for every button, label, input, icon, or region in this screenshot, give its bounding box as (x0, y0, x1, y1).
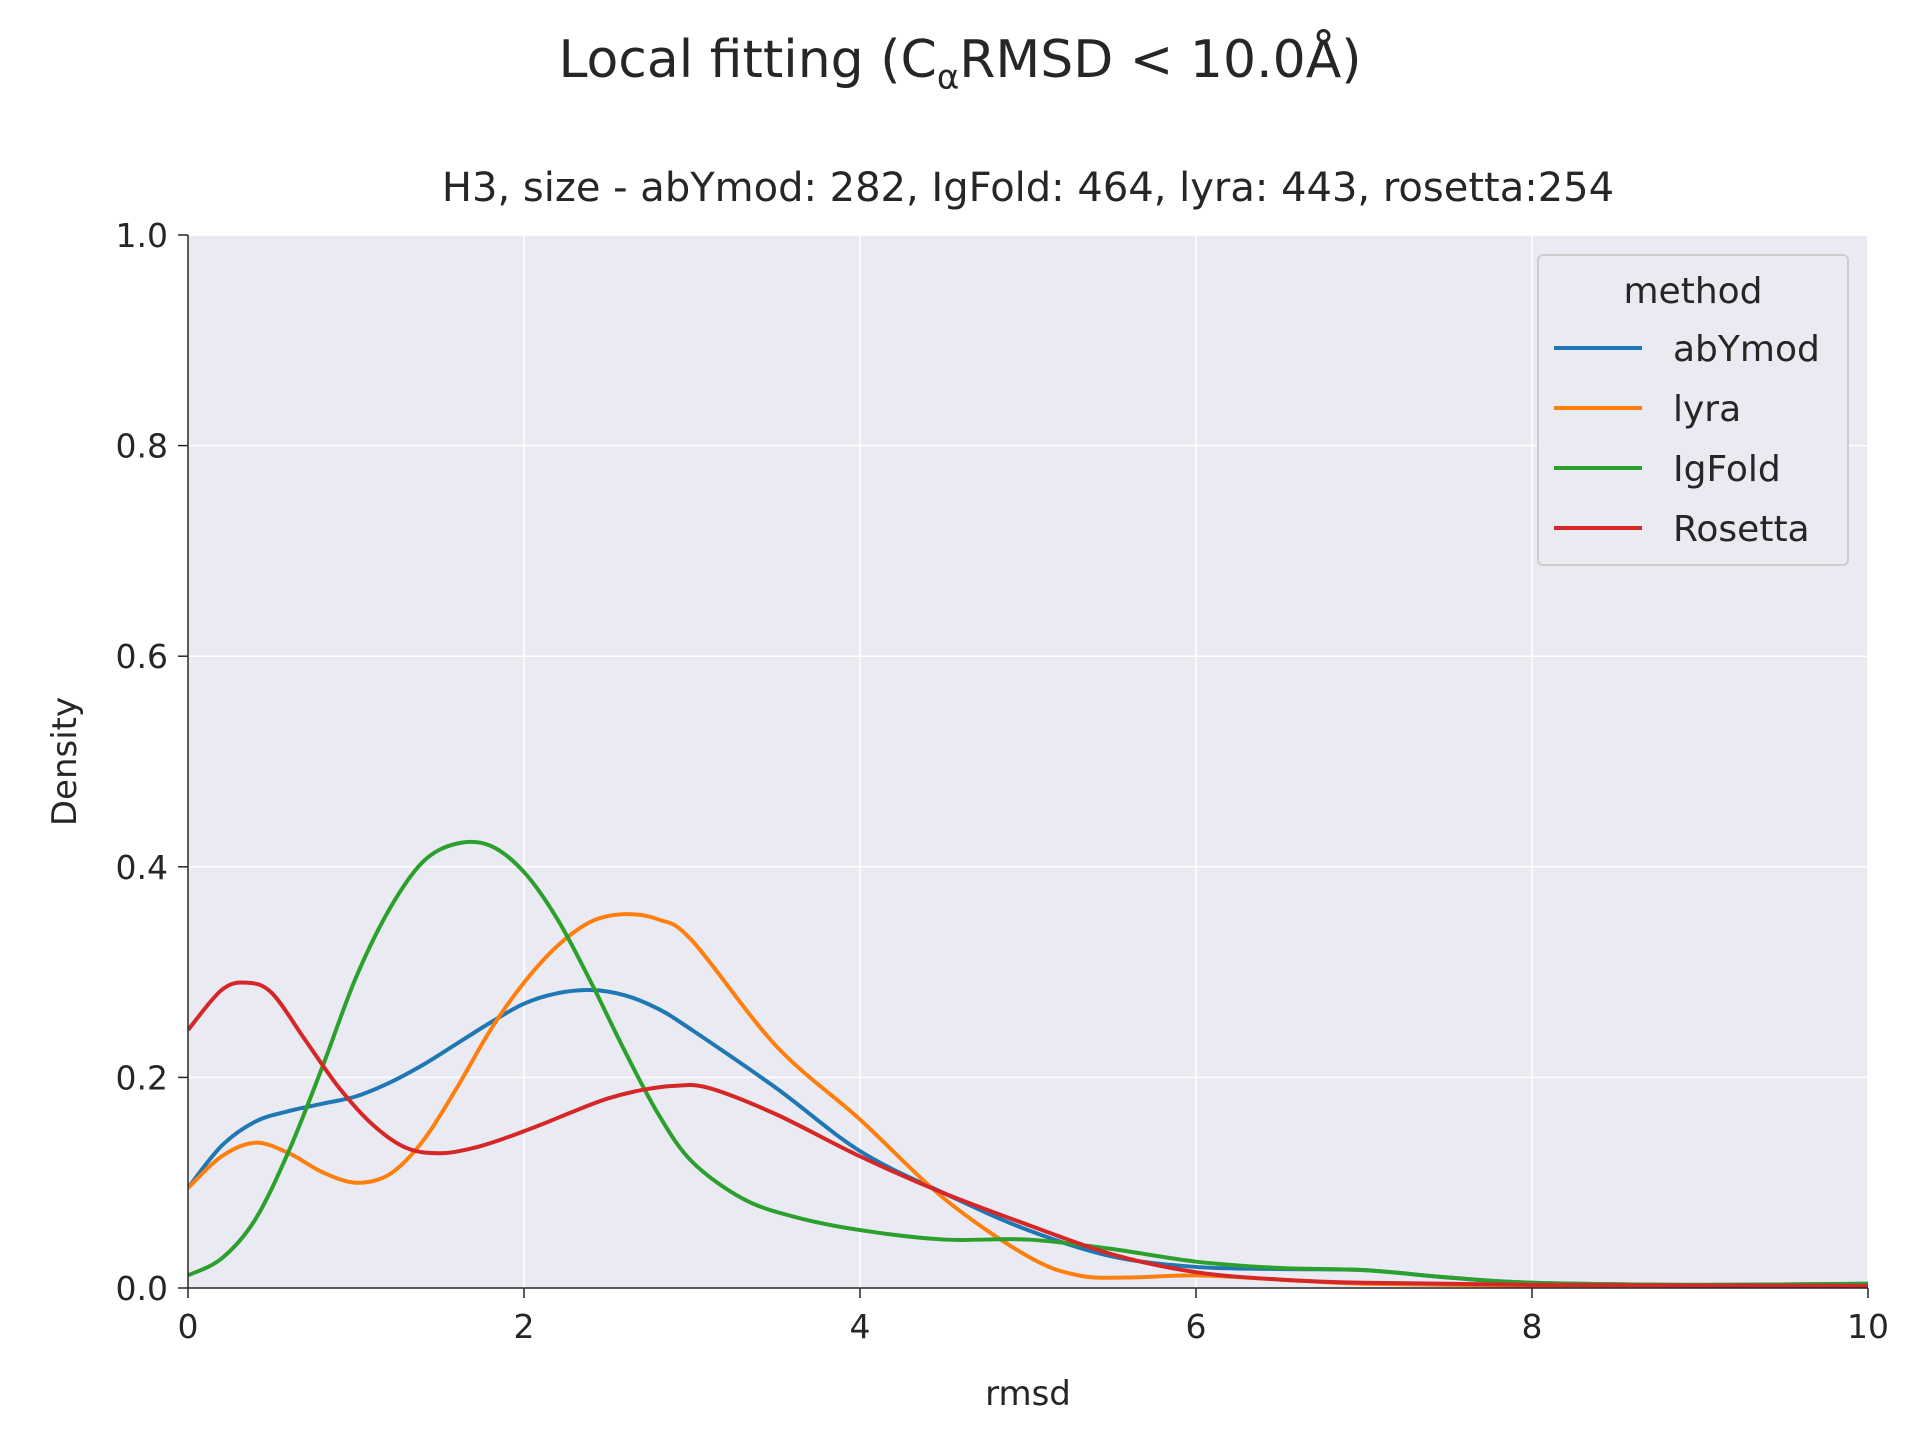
series-line-igfold (188, 839, 1868, 1287)
x-tick-label: 0 (178, 1307, 199, 1346)
figure-title: Local fitting (CαRMSD < 10.0Å) (0, 30, 1920, 97)
legend-label-igfold: IgFold (1673, 449, 1781, 490)
chart-subtitle: H3, size - abYmod: 282, IgFold: 464, lyr… (441, 165, 1615, 211)
x-tick-label: 6 (1186, 1307, 1207, 1346)
x-tick-label: 4 (850, 1307, 871, 1346)
x-tick-label: 10 (1847, 1307, 1889, 1346)
y-axis-label: Density (45, 697, 85, 826)
figure-title-suffix: RMSD < 10.0Å) (959, 30, 1362, 90)
x-tick-label: 8 (1522, 1307, 1543, 1346)
legend-label-rosetta: Rosetta (1673, 509, 1810, 550)
legend: method abYmod lyra IgFold Rosetta (1537, 254, 1849, 566)
y-tick-label: 0.4 (116, 848, 168, 887)
legend-box (1537, 254, 1849, 566)
y-tick-label: 0.2 (116, 1058, 168, 1097)
series-lines (188, 839, 1868, 1288)
y-tick-label: 0.0 (116, 1269, 168, 1308)
legend-label-abymod: abYmod (1673, 329, 1820, 370)
series-line-rosetta (188, 980, 1868, 1288)
legend-label-lyra: lyra (1673, 389, 1741, 430)
x-axis: 0 2 4 6 8 10 (178, 1287, 1889, 1346)
figure-title-subscript: α (936, 57, 960, 98)
y-tick-label: 0.6 (116, 637, 168, 676)
legend-title: method (1623, 271, 1762, 312)
y-axis: 0.0 0.2 0.4 0.6 0.8 1.0 (116, 216, 189, 1308)
y-tick-label: 1.0 (116, 216, 168, 255)
x-tick-label: 2 (514, 1307, 535, 1346)
y-tick-label: 0.8 (116, 427, 168, 466)
figure-title-prefix: Local fitting (C (558, 30, 937, 90)
x-axis-label: rmsd (985, 1374, 1071, 1414)
